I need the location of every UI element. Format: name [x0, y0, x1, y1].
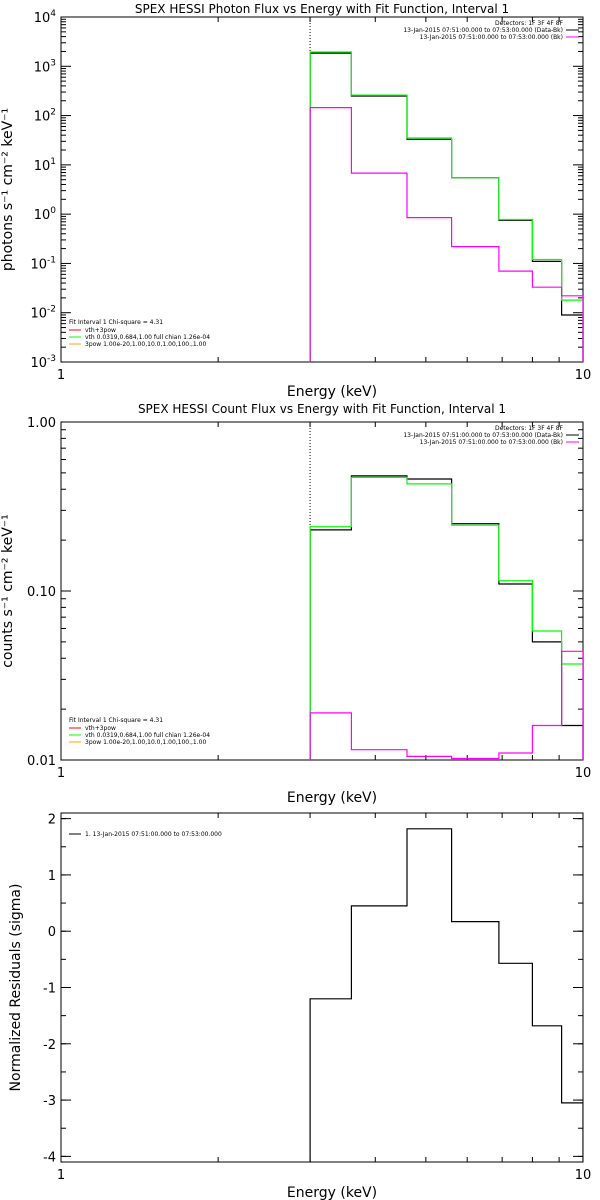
y-tick-label: 10-2: [30, 305, 56, 322]
chart-panel-3: Energy (keV) Normalized Residuals (sigma)…: [8, 812, 592, 1200]
y-tick-label: 103: [34, 58, 56, 75]
y-tick-label: 0: [48, 925, 56, 940]
chart-title: SPEX HESSI Count Flux vs Energy with Fit…: [138, 402, 506, 416]
series-line-residual: [309, 828, 583, 1162]
legend-entry: vth+3pow: [85, 725, 116, 732]
y-axis-label: Normalized Residuals (sigma): [8, 884, 24, 1092]
y-tick-label: 102: [34, 108, 56, 125]
y-tick-label: 100: [34, 206, 57, 223]
legend-entry: vth 0.0319,0.684,1.00 full chian 1.26e-0…: [85, 732, 210, 739]
x-axis-label: Energy (keV): [287, 384, 377, 400]
y-tick-label: -1: [43, 982, 56, 997]
legend-entry: 3pow 1.00e-20,1.00,10.0,1.00,100.,1.00: [85, 739, 206, 746]
chart-title: SPEX HESSI Photon Flux vs Energy with Fi…: [135, 2, 509, 16]
y-tick-label: 1.00: [27, 416, 56, 431]
plot-frame: [60, 421, 584, 761]
legend-entry: 13-Jan-2015 07:51:00.000 to 07:53:00.000…: [420, 439, 563, 446]
legend-entry: 13-Jan-2015 07:51:00.000 to 07:53:00.000…: [420, 34, 563, 41]
x-tick-label: 10: [575, 766, 592, 781]
series-line-model: [309, 476, 583, 760]
x-tick-label: 10: [575, 1168, 592, 1183]
legend-entry: vth+3pow: [85, 327, 116, 334]
x-tick-label: 1: [57, 368, 65, 383]
y-tick-label: -3: [43, 1094, 56, 1109]
chart-panel-1: SPEX HESSI Photon Flux vs Energy with Fi…: [0, 2, 591, 400]
legend-entry: 13-Jan-2015 07:51:00.000 to 07:53:00.000…: [403, 432, 563, 439]
legend-entry: vth 0.0319,0.684,1.00 full chian 1.26e-0…: [85, 334, 210, 341]
series-line-model: [309, 51, 583, 362]
chart-panel-2: SPEX HESSI Count Flux vs Energy with Fit…: [0, 402, 591, 806]
y-tick-label: -4: [43, 1150, 56, 1165]
legend-entry: 3pow 1.00e-20,1.00,10.0,1.00,100.,1.00: [85, 341, 206, 348]
y-tick-label: 1: [48, 869, 56, 884]
y-tick-label: -2: [43, 1038, 56, 1053]
y-axis-label: counts s⁻¹ cm⁻² keV⁻¹: [0, 514, 16, 668]
plot-frame: [60, 16, 584, 363]
x-tick-label: 10: [575, 368, 592, 383]
x-tick-label: 1: [57, 1168, 65, 1183]
y-tick-label: 0.01: [27, 754, 56, 769]
x-axis-label: Energy (keV): [287, 1185, 377, 1200]
y-tick-label: 101: [34, 157, 56, 174]
legend-entry: 1. 13-Jan-2015 07:51:00.000 to 07:53:00.…: [85, 831, 222, 838]
y-tick-label: 10-3: [30, 354, 56, 371]
x-tick-label: 1: [57, 766, 65, 781]
fit-summary: Fit Interval 1 Chi-square = 4.31: [69, 319, 163, 326]
y-tick-label: 10-1: [30, 255, 56, 272]
legend-entry: Detectors: 1F 3F 4F 8F: [495, 425, 564, 432]
y-tick-label: 104: [34, 9, 57, 26]
series-line-background: [309, 650, 583, 760]
plot-frame: [60, 812, 584, 1163]
legend-entry: 13-Jan-2015 07:51:00.000 to 07:53:00.000…: [403, 27, 563, 34]
y-tick-label: 0.10: [27, 585, 56, 600]
y-tick-label: 2: [48, 813, 56, 828]
series-line-data: [309, 52, 583, 362]
x-axis-label: Energy (keV): [287, 790, 377, 806]
series-line-background: [309, 107, 583, 362]
y-axis-label: photons s⁻¹ cm⁻² keV⁻¹: [0, 108, 16, 271]
fit-summary: Fit Interval 1 Chi-square = 4.31: [69, 717, 163, 724]
legend-entry: Detectors: 1F 3F 4F 8F: [495, 20, 564, 27]
